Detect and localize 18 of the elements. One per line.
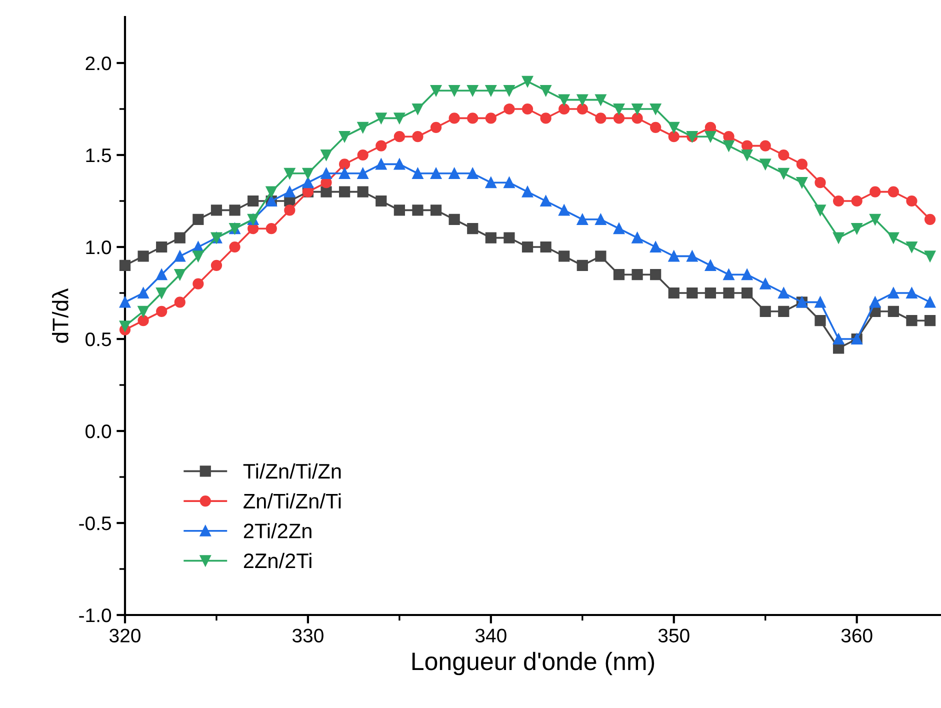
y-tick-label: 0.0	[86, 424, 112, 438]
x-tick-label: 340	[475, 628, 506, 642]
legend-label: 2Ti/2Zn	[244, 523, 312, 538]
y-tick-label: 0.5	[86, 332, 111, 346]
y-axis-title: dT/dλ	[52, 288, 68, 343]
legend-label: Ti/Zn/Ti/Zn	[243, 463, 341, 479]
y-tick-label: -0.5	[79, 516, 111, 530]
y-tick-label: 1.5	[86, 148, 111, 162]
y-tick-label: -1.0	[79, 608, 112, 622]
x-tick-label: 360	[841, 628, 872, 642]
y-tick-label: 1.0	[86, 240, 112, 254]
y-tick-label: 2.0	[86, 56, 112, 70]
x-tick-label: 350	[658, 628, 690, 642]
x-axis-title: Longueur d'onde (nm)	[412, 652, 654, 676]
legend-label: 2Zn/2Ti	[244, 552, 312, 568]
x-tick-label: 320	[110, 628, 140, 642]
legend-label: Zn/Ti/Zn/Ti	[244, 493, 341, 509]
x-tick-label: 330	[292, 628, 324, 642]
